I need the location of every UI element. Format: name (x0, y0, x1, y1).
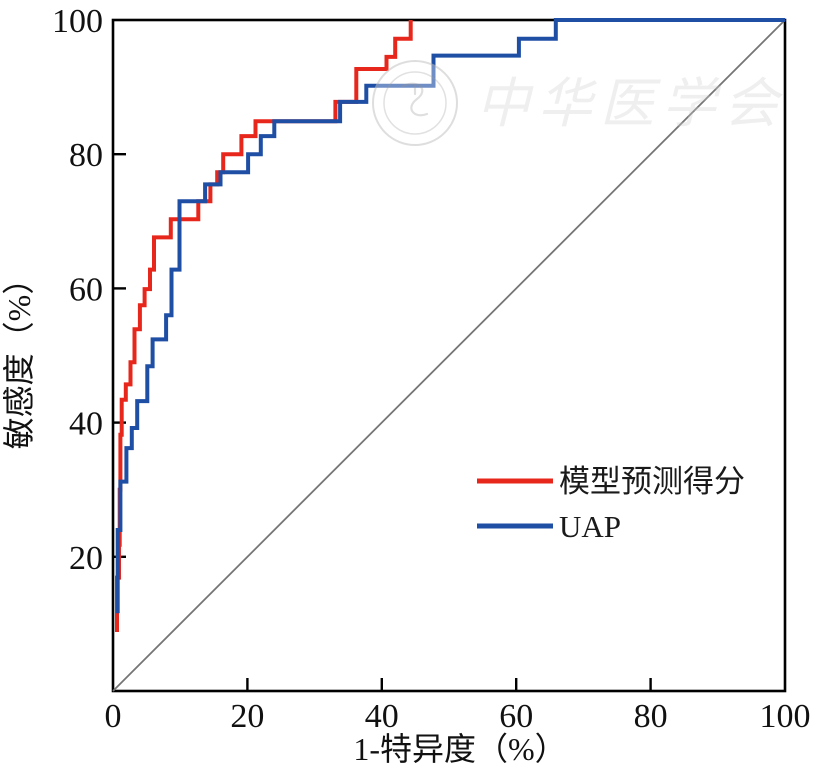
x-tick-label: 60 (499, 698, 533, 735)
x-axis-title: 1-特异度（%） (353, 731, 566, 767)
legend-label-model-score: 模型预测得分 (559, 464, 745, 499)
x-tick-label: 20 (230, 698, 264, 735)
x-tick-label: 80 (634, 698, 668, 735)
y-tick-label: 60 (69, 271, 103, 308)
x-tick-label: 40 (365, 698, 399, 735)
legend: 模型预测得分 UAP (477, 464, 745, 544)
y-axis-title: 敏感度（%） (1, 263, 37, 450)
x-tick-label: 0 (105, 698, 122, 735)
legend-label-uap: UAP (559, 509, 621, 544)
reference-diagonal (112, 19, 786, 692)
y-tick-label: 80 (69, 137, 103, 174)
watermark-seal-icon (372, 60, 458, 146)
y-tick-label: 40 (69, 406, 103, 443)
plot-border (111, 18, 787, 693)
y-tick-label: 20 (69, 540, 103, 577)
x-tick-label: 100 (760, 698, 811, 735)
watermark: 中华医学会 (372, 60, 786, 146)
plot-area: 0 20 40 60 80 100 20 40 60 80 100 (52, 3, 811, 735)
y-tick-label: 100 (52, 3, 103, 40)
watermark-text: 中华医学会 (476, 74, 786, 134)
